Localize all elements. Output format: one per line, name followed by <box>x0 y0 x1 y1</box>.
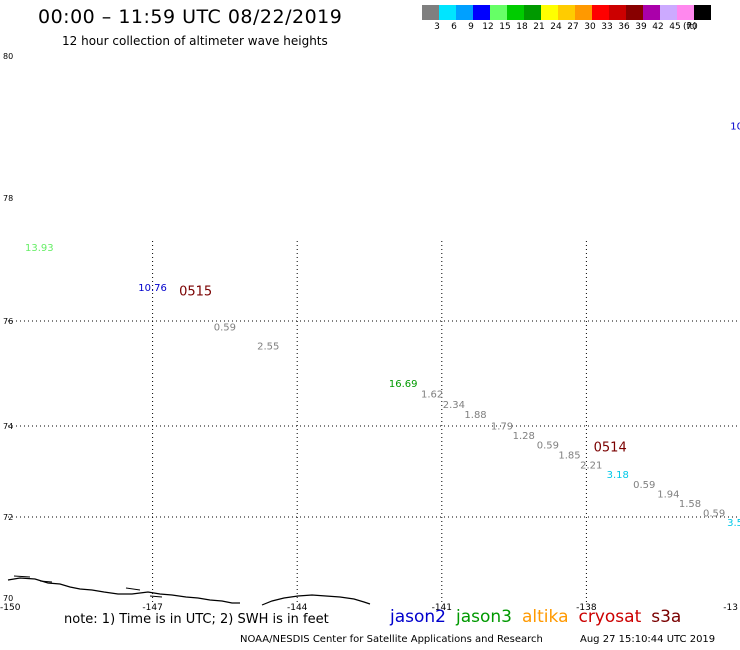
units-note: note: 1) Time is in UTC; 2) SWH is in fe… <box>64 612 329 627</box>
colorbar-swatch <box>422 5 439 20</box>
colorbar-tick-label: 39 <box>635 22 647 32</box>
colorbar-tick-label: 6 <box>451 22 457 32</box>
colorbar-swatch <box>575 5 592 20</box>
x-tick-label: -13 <box>723 603 738 613</box>
wave-height-label: 1.28 <box>513 431 535 442</box>
axis-tick-labels: -150 -147 -144 -141 -138 -13 70 72 74 76 78 80 <box>0 52 738 613</box>
legend-entry: cryosat <box>578 607 642 627</box>
colorbar-tick-label: 3 <box>434 22 440 32</box>
wave-height-label: 0.59 <box>633 480 655 491</box>
satellite-legend: jason2 jason3 altika cryosat s3a <box>390 607 691 627</box>
colorbar-swatch <box>541 5 558 20</box>
wave-height-label: 10. <box>730 122 740 133</box>
wave-height-label: 1.85 <box>558 451 580 462</box>
colorbar-swatch <box>626 5 643 20</box>
wave-height-label: 10.76 <box>138 283 167 294</box>
chart-subtitle: 12 hour collection of altimeter wave hei… <box>62 34 328 48</box>
wave-height-label: 1.88 <box>464 410 486 421</box>
colorbar-swatch <box>456 5 473 20</box>
colorbar-swatch <box>609 5 626 20</box>
colorbar-tick-label: 70 <box>686 22 698 32</box>
colorbar-tick-label: 42 <box>652 22 664 32</box>
wave-height-label: 13.93 <box>25 243 54 254</box>
x-tick-label: -138 <box>576 603 597 613</box>
colorbar-swatch <box>643 5 660 20</box>
colorbar-unit-label: (ft) <box>683 22 697 32</box>
wave-height-values: 10. 13.93 10.76 0.59 2.55 16.691.622.341.88 1.… <box>25 122 740 529</box>
wave-height-label: 3.50 <box>727 518 740 529</box>
pass-time-label: 0515 <box>179 284 212 299</box>
y-tick-label: 80 <box>3 52 13 61</box>
colorbar-swatch <box>507 5 524 20</box>
wave-height-label: 0.59 <box>703 508 725 519</box>
colorbar-tick-label: 27 <box>567 22 579 32</box>
wave-height-label: 2.34 <box>443 400 465 411</box>
colorbar-swatch <box>439 5 456 20</box>
colorbar-swatch <box>558 5 575 20</box>
colorbar-tick-label: 36 <box>618 22 630 32</box>
grid-lines <box>8 241 738 605</box>
wave-height-label: 1.62 <box>421 389 443 400</box>
legend-entry: jason3 <box>456 607 512 627</box>
coastline-east <box>261 594 371 606</box>
colorbar-swatch <box>490 5 507 20</box>
wave-height-label: 16.69 <box>389 379 418 390</box>
colorbar-swatch <box>694 5 711 20</box>
colorbar-tick-label: 24 <box>550 22 562 32</box>
chart-title: 00:00 – 11:59 UTC 08/22/2019 <box>38 6 343 28</box>
x-tick-label: -144 <box>287 603 308 613</box>
wave-height-label: 3.18 <box>607 470 629 481</box>
colorbar-tick-label: 15 <box>499 22 511 32</box>
x-tick-label: -150 <box>0 603 21 613</box>
wave-height-label: 0.59 <box>214 322 236 333</box>
legend-entry: s3a <box>651 607 682 627</box>
legend-entry: jason2 <box>390 607 446 627</box>
wave-height-label: 1.79 <box>491 421 513 432</box>
colorbar-swatch <box>473 5 490 20</box>
wave-height-label: 1.58 <box>679 499 701 510</box>
colorbar-swatch <box>677 5 694 20</box>
x-tick-label: -141 <box>432 603 452 613</box>
colorbar-tick-label: 12 <box>482 22 494 32</box>
y-tick-label: 76 <box>3 317 13 326</box>
pass-time-label: 0514 <box>594 440 627 455</box>
colorbar-tick-label: 18 <box>516 22 528 32</box>
wave-height-label: 1.94 <box>657 489 679 500</box>
y-tick-label: 70 <box>3 594 13 603</box>
coastline-west-islands <box>13 575 163 598</box>
footer-timestamp: Aug 27 15:10:44 UTC 2019 <box>580 634 716 645</box>
wave-height-label: 2.55 <box>257 342 279 353</box>
colorbar-tick-label: 30 <box>584 22 596 32</box>
wave-height-label: 0.59 <box>537 441 559 452</box>
coastline <box>7 575 371 606</box>
colorbar-tick-label: 21 <box>533 22 545 32</box>
colorbar-swatch <box>592 5 609 20</box>
colorbar-tick-label: 33 <box>601 22 613 32</box>
y-tick-label: 78 <box>3 194 13 203</box>
footer-credit: NOAA/NESDIS Center for Satellite Applica… <box>240 634 543 645</box>
y-tick-label: 74 <box>3 422 13 431</box>
y-tick-label: 72 <box>3 513 13 522</box>
colorbar-tick-label: 45 <box>669 22 681 32</box>
legend-entry: altika <box>522 607 569 627</box>
colorbar-swatch <box>524 5 541 20</box>
wave-height-label: 2.21 <box>580 461 602 472</box>
coastline-west <box>7 577 240 604</box>
x-tick-label: -147 <box>142 603 162 613</box>
colorbar-swatch <box>660 5 677 20</box>
colorbar-tick-label: 9 <box>468 22 474 32</box>
